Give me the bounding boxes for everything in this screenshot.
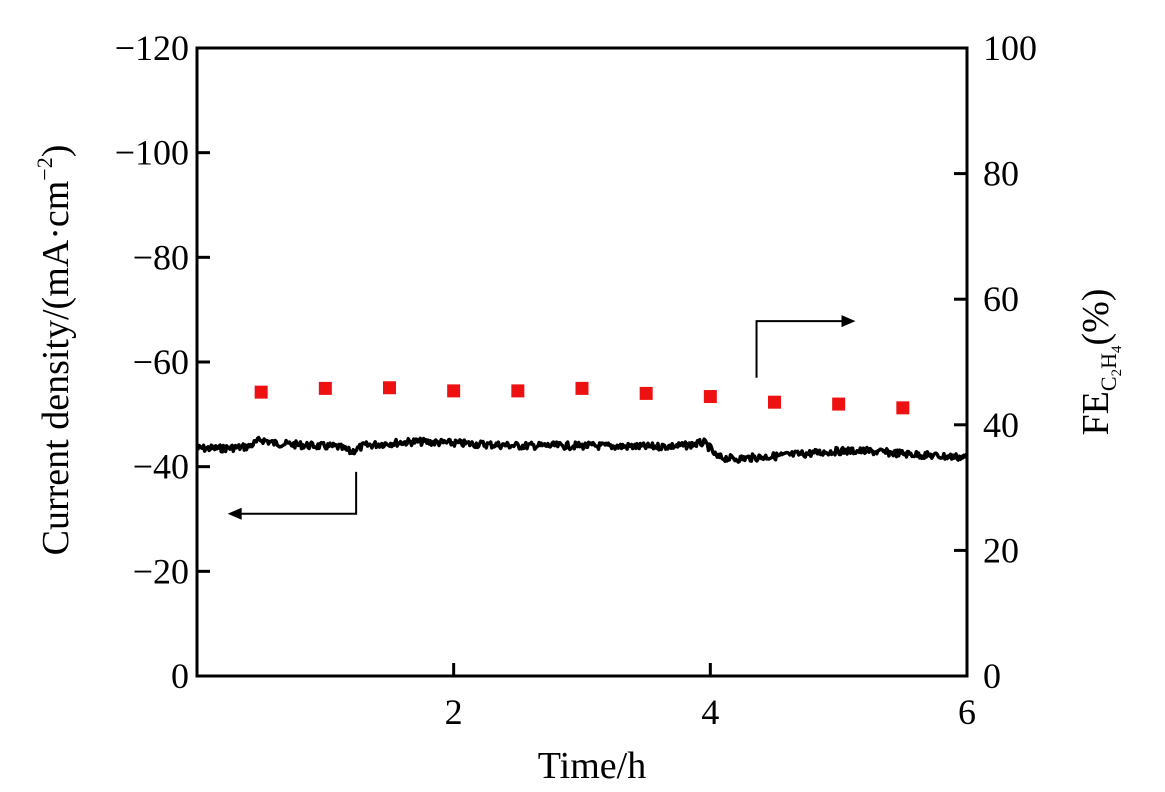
y-right-tick-label: 80: [983, 154, 1019, 194]
annotations-layer: [227, 315, 856, 520]
x-tick-label: 6: [958, 692, 976, 732]
y-left-title-main: Current density/(mA·cm: [35, 181, 77, 556]
y-left-axis-title: Current density/(mA·cm−2): [32, 145, 77, 556]
y-left-tick-label: −40: [133, 447, 189, 487]
y-right-title-h-sub: 4: [1109, 345, 1125, 353]
fe-point: [254, 385, 268, 399]
plot-frame: [195, 46, 969, 678]
y-right-tick-label: 0: [983, 656, 1001, 696]
fe-point: [896, 401, 910, 415]
fe-point: [383, 381, 396, 395]
y-right-title-c: C: [1096, 376, 1121, 391]
y-left-tick-label: −120: [115, 28, 189, 68]
right-arrow: [755, 320, 852, 378]
y-right-title-end: (%): [1075, 289, 1117, 346]
y-left-title-end: ): [35, 145, 77, 158]
current-density-line: [196, 435, 969, 464]
fe-point: [768, 395, 781, 409]
x-axis-title: Time/h: [538, 745, 646, 787]
y-right-tick-label: 60: [983, 279, 1019, 319]
y-left-tick-label: −100: [115, 133, 189, 173]
y-left-tick-label: 0: [171, 656, 189, 696]
y-right-tick-label: 20: [983, 530, 1019, 570]
y-right-tick-label: 40: [983, 405, 1019, 445]
x-tick-label: 2: [445, 692, 463, 732]
fe-point: [511, 384, 525, 398]
y-left-title-sup: −2: [32, 157, 57, 180]
data-layer: [196, 381, 969, 464]
y-left-tick-label: −20: [133, 551, 189, 591]
y-right-axis-title: FEC2H4(%): [1075, 289, 1125, 436]
fe-point: [639, 386, 653, 400]
y-right-title-c-sub: 2: [1109, 369, 1125, 377]
fe-point: [575, 381, 589, 395]
fe-point: [318, 381, 332, 395]
arrow-head: [227, 507, 242, 520]
fe-point: [832, 397, 846, 411]
fe-point: [447, 384, 461, 398]
y-left-tick-label: −80: [133, 237, 189, 277]
arrow-head: [841, 315, 856, 328]
x-tick-label: 4: [701, 692, 719, 732]
y-right-title-h: H: [1096, 353, 1121, 369]
fe-point: [703, 390, 717, 404]
y-left-tick-label: −60: [133, 342, 189, 382]
y-right-tick-label: 100: [983, 28, 1037, 68]
left-arrow: [231, 471, 358, 515]
y-right-title-fe: FE: [1075, 391, 1117, 435]
